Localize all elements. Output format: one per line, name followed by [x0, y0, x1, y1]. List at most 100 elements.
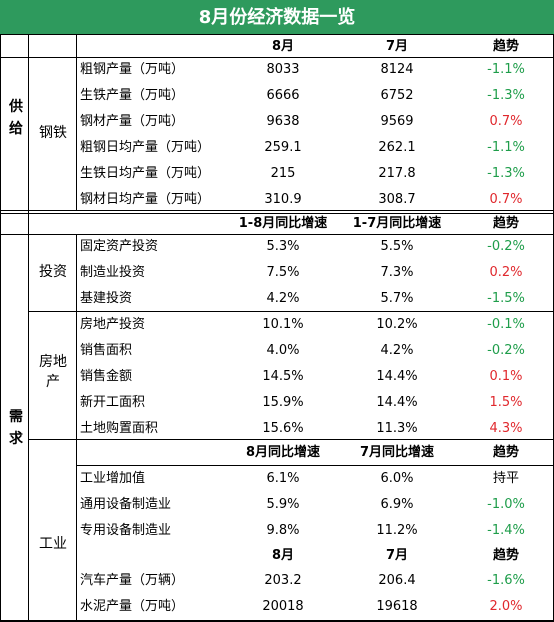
sub-label-investment: 投资 — [39, 264, 67, 280]
previous-value: 5.7% — [380, 291, 414, 306]
previous-value: 6.0% — [380, 471, 414, 486]
row-item-label: 工业增加值 — [80, 471, 146, 486]
trend-value: 4.3% — [489, 421, 523, 436]
current-value: 7.5% — [266, 265, 300, 280]
row-item-label: 销售金额 — [80, 369, 133, 384]
sub-label-real-estate: 房地产 — [39, 354, 67, 390]
table-border — [0, 620, 554, 622]
table-border — [28, 34, 29, 621]
table-border — [0, 234, 554, 235]
current-value: 310.9 — [264, 192, 302, 207]
current-value: 6.1% — [266, 471, 300, 486]
trend-value: -1.0% — [487, 497, 525, 512]
trend-value: -0.2% — [487, 343, 525, 358]
current-value: 6666 — [266, 88, 300, 103]
current-value: 4.0% — [266, 343, 300, 358]
previous-value: 262.1 — [378, 140, 416, 155]
table-border — [76, 57, 77, 210]
previous-value: 10.2% — [376, 317, 418, 332]
previous-value: 9569 — [380, 114, 414, 129]
trend-value: -1.5% — [487, 291, 525, 306]
trend-value: 持平 — [492, 471, 519, 486]
trend-value: -1.6% — [487, 573, 525, 588]
trend-value: -0.2% — [487, 239, 525, 254]
previous-value: 19618 — [376, 599, 418, 614]
trend-value: -1.1% — [487, 62, 525, 77]
group-label-demand: 需求 — [9, 409, 23, 447]
trend-value: 1.5% — [489, 395, 523, 410]
column-header: 趋势 — [492, 216, 519, 231]
sub-label-industry: 工业 — [39, 536, 67, 552]
previous-value: 308.7 — [378, 192, 416, 207]
previous-value: 11.2% — [376, 523, 418, 538]
previous-value: 217.8 — [378, 166, 416, 181]
row-item-label: 钢材日均产量（万吨） — [80, 192, 211, 207]
current-value: 9.8% — [266, 523, 300, 538]
trend-value: -1.3% — [487, 166, 525, 181]
current-value: 15.9% — [262, 395, 304, 410]
column-header: 1-8月同比增速 — [238, 216, 328, 231]
current-value: 259.1 — [264, 140, 302, 155]
column-header: 1-7月同比增速 — [352, 216, 442, 231]
current-value: 215 — [270, 166, 296, 181]
column-header: 趋势 — [492, 548, 519, 563]
current-value: 20018 — [262, 599, 304, 614]
row-item-label: 房地产投资 — [80, 317, 146, 332]
column-header: 趋势 — [492, 39, 519, 54]
previous-value: 14.4% — [376, 369, 418, 384]
trend-value: 2.0% — [489, 599, 523, 614]
previous-value: 6.9% — [380, 497, 414, 512]
current-value: 5.9% — [266, 497, 300, 512]
sub-label-steel: 钢铁 — [39, 125, 67, 141]
current-value: 10.1% — [262, 317, 304, 332]
row-item-label: 制造业投资 — [80, 265, 146, 280]
trend-value: -1.4% — [487, 523, 525, 538]
row-item-label: 生铁产量（万吨） — [80, 88, 185, 103]
column-header: 7月 — [385, 39, 409, 54]
table-border — [0, 34, 1, 621]
table-border — [76, 465, 554, 466]
row-item-label: 钢材产量（万吨） — [80, 114, 185, 129]
table-border — [0, 34, 554, 35]
trend-value: 0.7% — [489, 114, 523, 129]
trend-value: 0.1% — [489, 369, 523, 384]
row-item-label: 基建投资 — [80, 291, 133, 306]
row-item-label: 土地购置面积 — [80, 421, 159, 436]
current-value: 9638 — [266, 114, 300, 129]
previous-value: 14.4% — [376, 395, 418, 410]
row-item-label: 专用设备制造业 — [80, 523, 172, 538]
previous-value: 11.3% — [376, 421, 418, 436]
table-border — [28, 439, 554, 440]
column-header: 趋势 — [492, 445, 519, 460]
previous-value: 8124 — [380, 62, 414, 77]
row-item-label: 粗钢产量（万吨） — [80, 62, 185, 77]
column-header: 8月 — [271, 39, 295, 54]
current-value: 4.2% — [266, 291, 300, 306]
previous-value: 5.5% — [380, 239, 414, 254]
table-border — [0, 57, 554, 58]
row-item-label: 销售面积 — [80, 343, 133, 358]
trend-value: 0.2% — [489, 265, 523, 280]
trend-value: -1.3% — [487, 88, 525, 103]
row-item-label: 固定资产投资 — [80, 239, 159, 254]
row-item-label: 汽车产量（万辆） — [80, 573, 185, 588]
group-label-supply: 供给 — [9, 99, 23, 137]
table-border — [0, 213, 554, 214]
row-item-label: 粗钢日均产量（万吨） — [80, 140, 211, 155]
current-value: 5.3% — [266, 239, 300, 254]
previous-value: 4.2% — [380, 343, 414, 358]
trend-value: -1.1% — [487, 140, 525, 155]
current-value: 203.2 — [264, 573, 302, 588]
row-item-label: 新开工面积 — [80, 395, 146, 410]
trend-value: -0.1% — [487, 317, 525, 332]
table-border — [28, 311, 554, 312]
row-item-label: 通用设备制造业 — [80, 497, 172, 512]
previous-value: 206.4 — [378, 573, 416, 588]
table-border — [76, 234, 77, 621]
current-value: 15.6% — [262, 421, 304, 436]
current-value: 14.5% — [262, 369, 304, 384]
row-item-label: 生铁日均产量（万吨） — [80, 166, 211, 181]
current-value: 8033 — [266, 62, 300, 77]
column-header: 8月 — [271, 548, 295, 563]
